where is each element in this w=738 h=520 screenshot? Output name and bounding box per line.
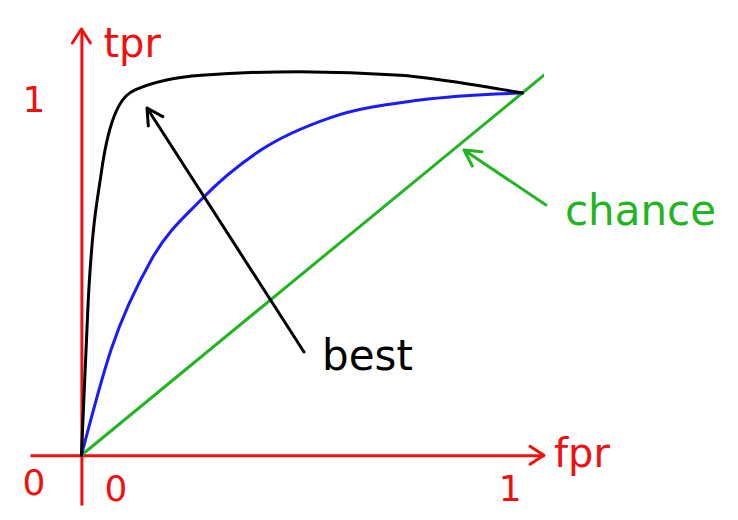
x-tick-label: 0 (104, 468, 127, 509)
y-tick: 1 (22, 79, 81, 120)
series-line (81, 75, 544, 455)
series-line (81, 72, 522, 456)
annotations: chance best (147, 108, 716, 380)
y-tick-label: 1 (22, 79, 45, 120)
x-axis-title: fpr (554, 430, 610, 476)
y-axis: 01 (22, 30, 81, 506)
axes: 0101 (22, 29, 544, 509)
series-label: best (322, 331, 413, 380)
series-label: chance (565, 186, 716, 235)
x-axis-line (31, 454, 545, 457)
x-tick: 0 (82, 455, 127, 509)
y-tick: 0 (22, 456, 81, 504)
series-line (81, 93, 522, 455)
x-tick-label: 1 (499, 468, 522, 509)
x-axis-arrow (530, 446, 544, 464)
annotation-arrow (464, 150, 546, 205)
x-axis: 01 (31, 455, 545, 509)
y-tick-label: 0 (22, 462, 45, 503)
x-tick: 1 (499, 455, 522, 509)
plot-area (81, 72, 544, 456)
annotation-arrow (147, 108, 304, 352)
y-axis-arrow (72, 29, 90, 43)
chart: 0101fprtprchancebest (0, 0, 738, 520)
y-axis-title: tpr (103, 20, 161, 66)
